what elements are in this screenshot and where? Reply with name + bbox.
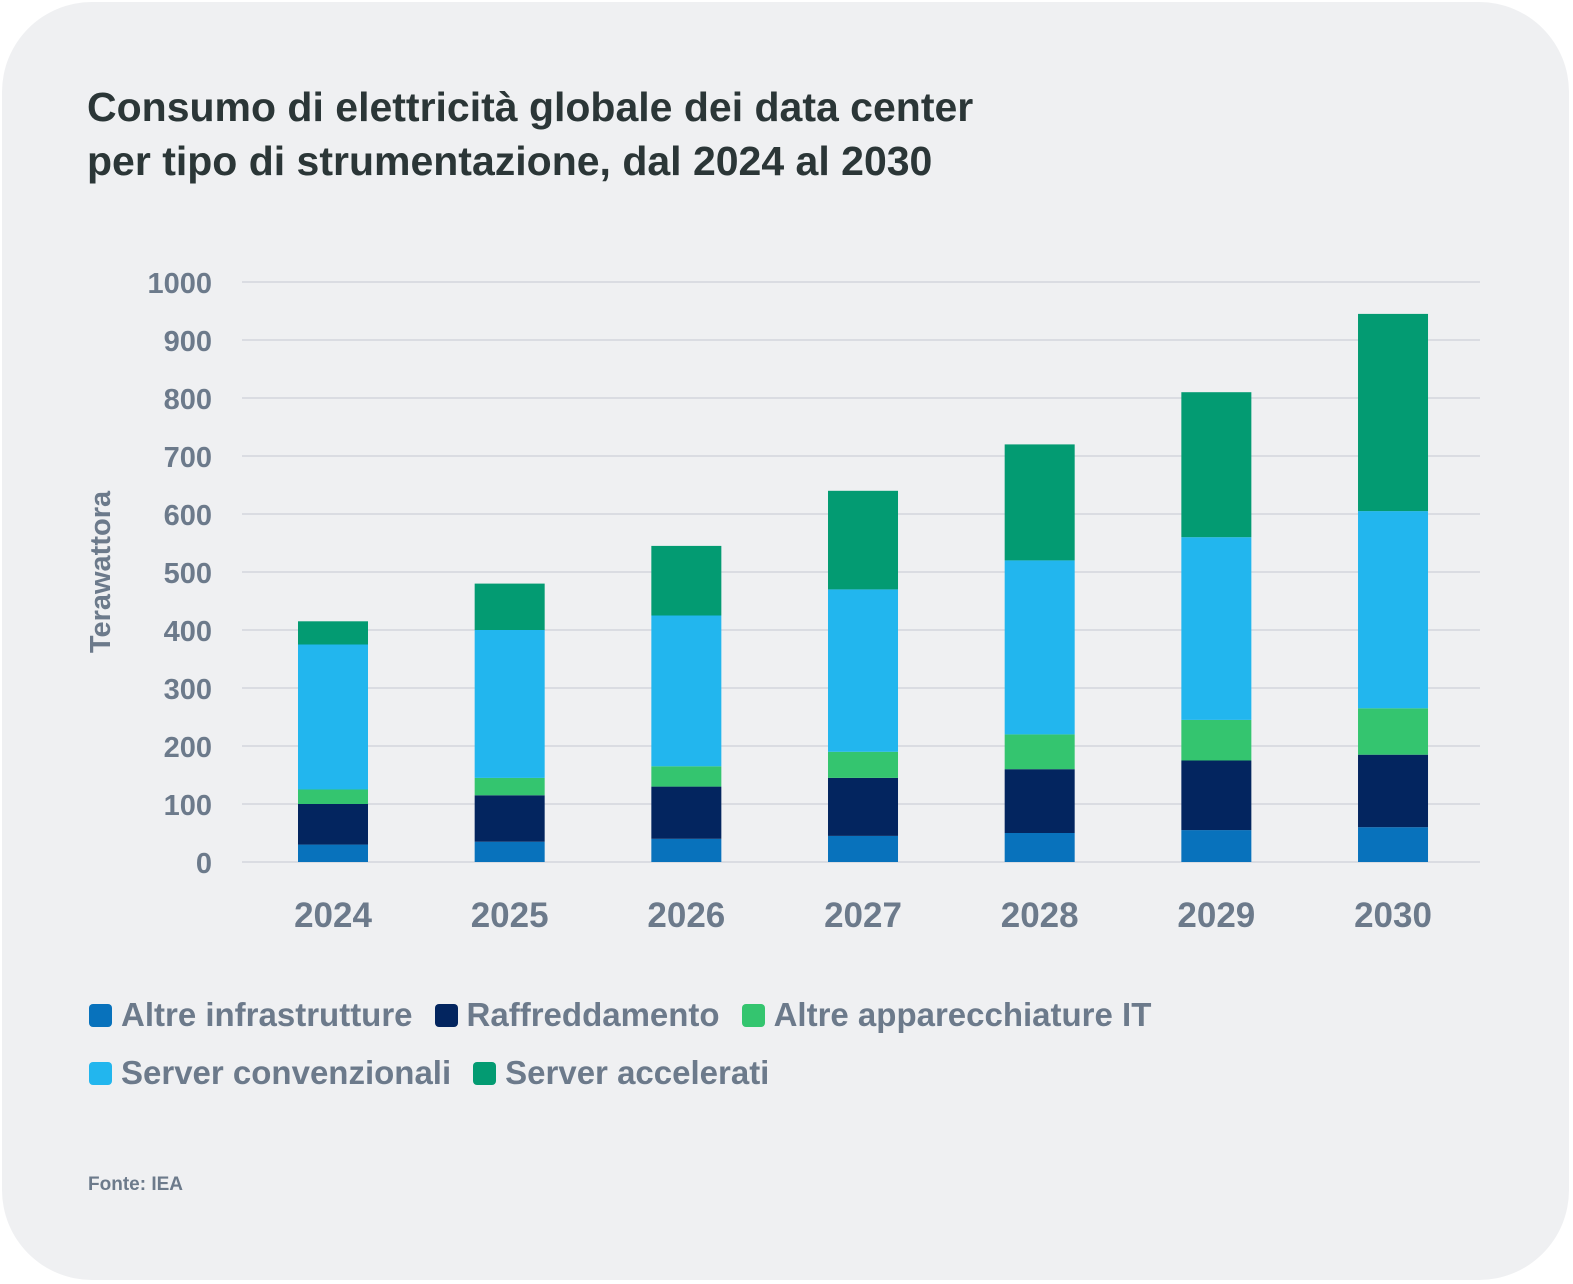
bar-segment-2027-4 (828, 589, 899, 752)
bar-segment-2024-4 (298, 644, 368, 790)
chart-legend: Altre infrastrutture Raffreddamento Altre … (89, 995, 1339, 1111)
y-tick-label: 300 (164, 674, 212, 706)
legend-row: Altre infrastrutture Raffreddamento Altre … (89, 995, 1339, 1035)
bar-segment-2027-3 (828, 751, 899, 778)
bar-segment-2024-3 (298, 789, 368, 804)
bar-segment-2029-5 (1181, 392, 1252, 538)
bar-segment-2030-1 (1358, 827, 1429, 862)
x-tick-label-2026: 2026 (647, 896, 725, 935)
bar-segment-2028-2 (1004, 769, 1075, 833)
legend-row: Server convenzionali Server accelerati (89, 1053, 1339, 1093)
bar-segment-2025-3 (474, 777, 545, 796)
x-tick-label-2027: 2027 (824, 896, 902, 935)
bar-segment-2030-4 (1358, 511, 1429, 709)
bar-segment-2030-2 (1358, 754, 1429, 828)
y-tick-label: 900 (164, 326, 212, 358)
legend-label: Server convenzionali (121, 1054, 452, 1091)
legend-item: Raffreddamento (434, 996, 720, 1034)
bar-segment-2028-3 (1004, 734, 1075, 770)
legend-swatch (434, 1003, 458, 1027)
bar-segment-2026-5 (651, 545, 722, 616)
chart-title-line-2: per tipo di strumentazione, dal 2024 al … (87, 138, 933, 184)
bar-segment-2026-3 (651, 766, 722, 787)
bar-segment-2025-2 (474, 795, 545, 842)
legend-swatch (473, 1061, 497, 1085)
y-tick-label: 200 (164, 732, 212, 764)
x-tick-label-2029: 2029 (1177, 896, 1255, 935)
x-tick-label-2030: 2030 (1354, 896, 1432, 935)
bar-segment-2024-5 (298, 621, 368, 645)
legend-label: Altre apparecchiature IT (773, 996, 1152, 1033)
bar-segment-2025-4 (474, 630, 545, 778)
bar-segment-2026-4 (651, 615, 722, 767)
y-tick-label: 700 (164, 442, 212, 474)
y-tick-label: 0 (196, 848, 212, 880)
legend-label: Server accelerati (505, 1054, 770, 1091)
y-tick-label: 600 (164, 500, 212, 532)
source-note: Fonte: IEA (88, 1174, 183, 1195)
bar-segment-2027-5 (828, 490, 899, 590)
bar-segment-2027-2 (828, 777, 899, 836)
bar-segment-2025-5 (474, 583, 545, 630)
bar-segment-2029-3 (1181, 719, 1252, 761)
bar-segment-2027-1 (828, 835, 899, 862)
bar-segments (298, 313, 1429, 862)
legend-item: Altre infrastrutture (89, 996, 413, 1034)
y-tick-label: 500 (164, 558, 212, 590)
bar-segment-2028-4 (1004, 560, 1075, 735)
legend-swatch (89, 1061, 112, 1085)
x-axis-ticks: 2024 2025 2026 2027 2028 2029 2030 (294, 896, 1432, 935)
legend-label: Raffreddamento (466, 996, 720, 1033)
legend-item: Server convenzionali (89, 1054, 451, 1092)
chart-title: Consumo di elettricità globale dei data … (87, 80, 1187, 188)
y-tick-label: 800 (164, 384, 212, 416)
legend-swatch (741, 1003, 765, 1027)
bar-segment-2030-3 (1358, 708, 1429, 755)
bar-segment-2028-5 (1004, 444, 1075, 561)
x-tick-label-2024: 2024 (294, 896, 372, 935)
bar-segment-2026-1 (651, 838, 722, 862)
bar-segment-2028-1 (1004, 833, 1075, 862)
bar-segment-2026-2 (651, 786, 722, 839)
legend-item: Server accelerati (473, 1054, 769, 1092)
bar-segment-2025-1 (474, 841, 545, 862)
y-axis-ticks: 0 100 200 300 400 500 600 700 800 900 1000 (147, 268, 212, 880)
x-tick-label-2028: 2028 (1001, 896, 1079, 935)
legend-label: Altre infrastrutture (121, 996, 413, 1033)
bar-segment-2030-5 (1358, 313, 1429, 512)
bar-segment-2029-2 (1181, 760, 1252, 831)
y-axis-label: Terawattora (85, 490, 117, 653)
chart-title-line-1: Consumo di elettricità globale dei data … (87, 84, 974, 130)
legend-swatch (89, 1003, 112, 1027)
bar-segment-2024-1 (298, 844, 368, 862)
bar-segment-2029-1 (1181, 830, 1252, 862)
bar-segment-2029-4 (1181, 537, 1252, 720)
y-tick-label: 1000 (147, 268, 212, 300)
x-tick-label-2025: 2025 (471, 896, 549, 935)
y-tick-label: 400 (164, 616, 212, 648)
legend-item: Altre apparecchiature IT (741, 996, 1152, 1034)
y-tick-label: 100 (164, 790, 212, 822)
bar-segment-2024-2 (298, 804, 368, 845)
